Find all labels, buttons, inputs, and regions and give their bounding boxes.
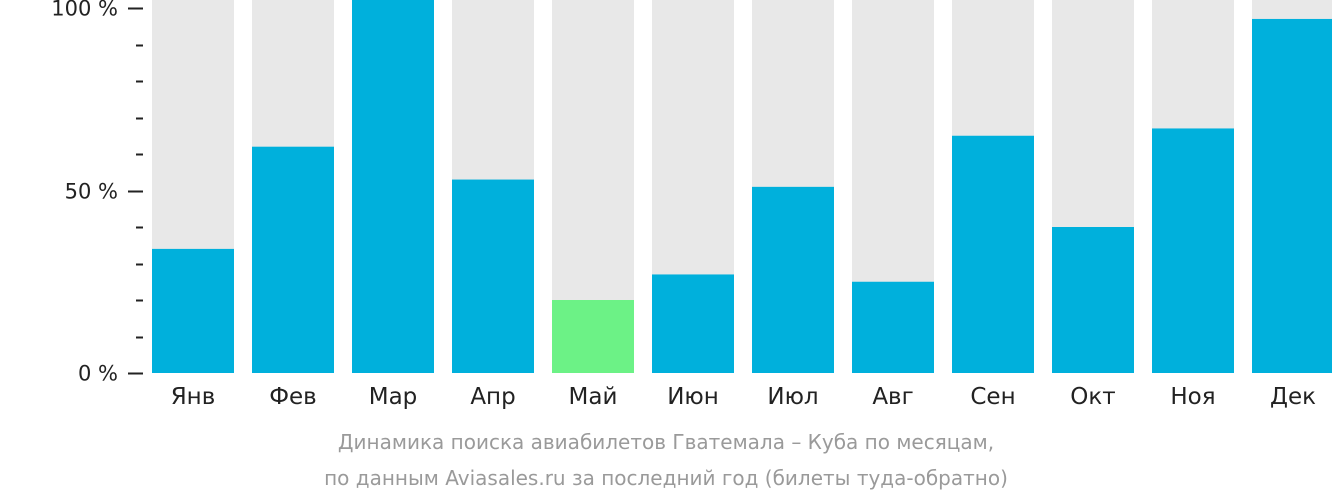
x-tick-label: Июн [667, 384, 719, 410]
bar-8 [852, 281, 934, 373]
x-tick-label: Сен [970, 384, 1015, 410]
bar-7 [752, 186, 834, 373]
chart-caption-line-1: Динамика поиска авиабилетов Гватемала – … [337, 430, 995, 454]
x-tick-label: Фев [269, 384, 317, 410]
x-tick-label: Янв [171, 384, 216, 410]
bar-12 [1252, 18, 1332, 373]
bar-5 [552, 300, 634, 373]
x-tick-label: Ноя [1170, 384, 1215, 410]
bar-10 [1052, 227, 1134, 373]
x-tick-label: Апр [470, 384, 515, 410]
x-tick-label: Мар [369, 384, 418, 410]
bar-2 [252, 146, 334, 373]
bar-6 [652, 274, 734, 373]
x-tick-label: Июл [767, 384, 818, 410]
chart-caption-line-2: по данным Aviasales.ru за последний год … [324, 466, 1008, 490]
bar-4 [452, 179, 534, 373]
bar-9 [952, 135, 1034, 373]
y-tick-label: 50 % [65, 180, 118, 204]
x-tick-label: Дек [1270, 384, 1316, 410]
x-tick-label: Авг [872, 384, 913, 410]
x-tick-label: Окт [1070, 384, 1115, 410]
y-tick-label: 100 % [51, 0, 118, 21]
bar-11 [1152, 128, 1234, 373]
bar-3 [352, 0, 434, 373]
y-tick-label: 0 % [78, 362, 118, 386]
x-tick-label: Май [569, 384, 618, 410]
bar-1 [152, 248, 234, 373]
